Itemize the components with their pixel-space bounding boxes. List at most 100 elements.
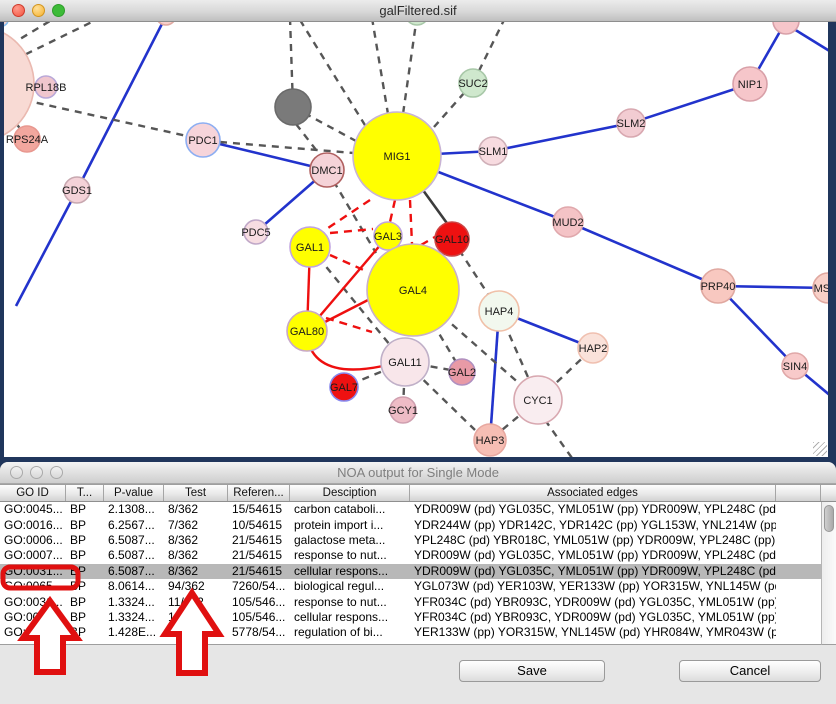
node-suc2[interactable]	[458, 68, 488, 98]
column-header-desciption[interactable]: Desciption	[290, 485, 410, 501]
edge-reddash[interactable]	[324, 199, 371, 231]
cancel-button[interactable]: Cancel	[679, 660, 821, 682]
node-sin4[interactable]	[781, 352, 809, 380]
node-msl1[interactable]	[812, 272, 828, 304]
node-nip1[interactable]	[732, 66, 768, 102]
node-cyc1[interactable]	[513, 375, 563, 425]
edge-reddash[interactable]	[325, 316, 373, 334]
column-header-t-[interactable]: T...	[66, 485, 104, 501]
column-header-go-id[interactable]: GO ID	[0, 485, 66, 501]
close-button[interactable]	[12, 4, 25, 17]
edge-pd[interactable]	[401, 22, 418, 115]
edge-pp[interactable]	[788, 24, 828, 55]
node-gal80[interactable]	[286, 310, 328, 352]
node-gal11[interactable]	[380, 337, 430, 387]
edge-pp[interactable]	[630, 82, 751, 125]
edge-pd[interactable]	[13, 22, 100, 62]
table-row[interactable]: GO:0031... BP 1.3324... 11/362 105/546... cel…	[0, 610, 821, 625]
edge-pp[interactable]	[75, 22, 166, 191]
edge-pd[interactable]	[404, 360, 463, 374]
column-header-test[interactable]: Test	[164, 485, 228, 501]
node-pdc1[interactable]	[185, 122, 221, 158]
table-row[interactable]: GO:0031... BP 1.3324... 11/362 105/546... res…	[0, 594, 821, 609]
column-header-p-value[interactable]: P-value	[104, 485, 164, 501]
table-row[interactable]: GO:0007... BP 6.5087... 8/362 21/54615 respon…	[0, 548, 821, 563]
edge-pd[interactable]	[371, 22, 390, 115]
edge-red[interactable]	[306, 235, 389, 332]
edge-pp[interactable]	[492, 121, 632, 153]
node-top-right-pink-node[interactable]	[772, 22, 800, 35]
node-slm1[interactable]	[478, 136, 508, 166]
close-button-inactive[interactable]	[10, 466, 23, 479]
node-pdc5[interactable]	[243, 219, 269, 245]
edge-pd[interactable]	[544, 419, 573, 457]
node-big-left-node[interactable]	[4, 26, 35, 142]
network-window-titlebar[interactable]: galFiltered.sif	[0, 0, 836, 22]
noa-window-titlebar[interactable]: NOA output for Single Mode	[0, 462, 836, 484]
edge-pp[interactable]	[717, 284, 828, 290]
table-row[interactable]: GO:0045... BP 2.1308... 8/362 15/54615 carbon…	[0, 502, 821, 517]
node-gray-node[interactable]	[274, 88, 312, 126]
edge-pp[interactable]	[14, 189, 79, 307]
column-header-referen-[interactable]: Referen...	[228, 485, 290, 501]
table-row[interactable]: GO:0006... BP 6.5087... 8/362 21/54615 galact…	[0, 533, 821, 548]
node-hap3[interactable]	[473, 423, 507, 457]
node-rpl18b[interactable]	[34, 75, 58, 99]
node-gal3[interactable]	[373, 221, 403, 251]
node-gds1[interactable]	[63, 176, 91, 204]
cell: 6.5087...	[108, 563, 155, 578]
node-dmc1[interactable]	[309, 152, 345, 188]
node-mig1[interactable]	[352, 111, 442, 201]
edge-red[interactable]	[324, 298, 369, 324]
edge-reddash[interactable]	[329, 253, 369, 274]
node-prp40[interactable]	[700, 268, 736, 304]
edge-dark[interactable]	[418, 185, 451, 227]
cell: 105/546...	[232, 594, 286, 609]
node-gal2[interactable]	[448, 358, 476, 386]
edge-pp[interactable]	[488, 310, 501, 441]
edge-pd[interactable]	[299, 22, 370, 131]
network-canvas[interactable]: RPL18B RPS24A GDS1 PDC1 MIG1 DMC1 PDC5 GAL1 GAL3…	[4, 22, 828, 457]
edge-reddash[interactable]	[388, 199, 397, 223]
vertical-scrollbar[interactable]	[821, 502, 836, 645]
node-mud2[interactable]	[552, 206, 584, 238]
save-button[interactable]: Save	[459, 660, 605, 682]
node-top-mid-pink-node[interactable]	[156, 22, 176, 26]
edge-pd[interactable]	[295, 123, 321, 156]
node-slm2[interactable]	[616, 108, 646, 138]
scrollbar-thumb[interactable]	[824, 505, 834, 532]
edge-pd[interactable]	[309, 246, 391, 346]
table-row[interactable]: GO:0065... BP 8.0614... 94/362 7260/54... bio…	[0, 579, 821, 594]
node-top-left-tiny-node[interactable]	[4, 22, 9, 27]
table-row[interactable]: GO:0016... BP 6.2567... 7/362 10/54615 protei…	[0, 517, 821, 532]
edge-reddash[interactable]	[408, 199, 414, 245]
edge-reddash[interactable]	[329, 227, 374, 235]
node-rps24a[interactable]	[13, 125, 41, 153]
edge-pd[interactable]	[433, 82, 474, 128]
edge-pd[interactable]	[288, 22, 295, 108]
node-gcy1[interactable]	[389, 396, 417, 424]
node-gal4[interactable]	[366, 243, 460, 337]
edge-pd[interactable]	[9, 22, 55, 47]
edge-pd[interactable]	[23, 98, 188, 138]
minimize-button-inactive[interactable]	[30, 466, 43, 479]
zoom-button-inactive[interactable]	[50, 466, 63, 479]
node-gal10[interactable]	[434, 221, 470, 257]
column-header-spacer[interactable]	[776, 485, 821, 501]
node-gal1[interactable]	[289, 226, 331, 268]
edge-pp[interactable]	[202, 138, 328, 172]
resize-grip[interactable]	[813, 442, 827, 456]
edge-pd[interactable]	[219, 140, 355, 155]
node-hap2[interactable]	[577, 332, 609, 364]
table-row[interactable]: GO:0031... BP 6.5087... 8/362 21/54615 cellul…	[0, 563, 821, 579]
zoom-button[interactable]	[52, 4, 65, 17]
edge-pp[interactable]	[717, 285, 796, 367]
node-hap4[interactable]	[478, 290, 520, 332]
node-top-green-node[interactable]	[405, 22, 429, 26]
column-header-associated-edges[interactable]: Associated edges	[410, 485, 776, 501]
table-row[interactable]: GO:0050... BP 1.428E... 80/362 5778/54... reg…	[0, 625, 821, 640]
minimize-button[interactable]	[32, 4, 45, 17]
edge-pp[interactable]	[567, 220, 719, 288]
network-graph[interactable]: RPL18B RPS24A GDS1 PDC1 MIG1 DMC1 PDC5 GAL1 GAL3…	[4, 22, 828, 457]
node-gal7[interactable]	[329, 372, 359, 402]
